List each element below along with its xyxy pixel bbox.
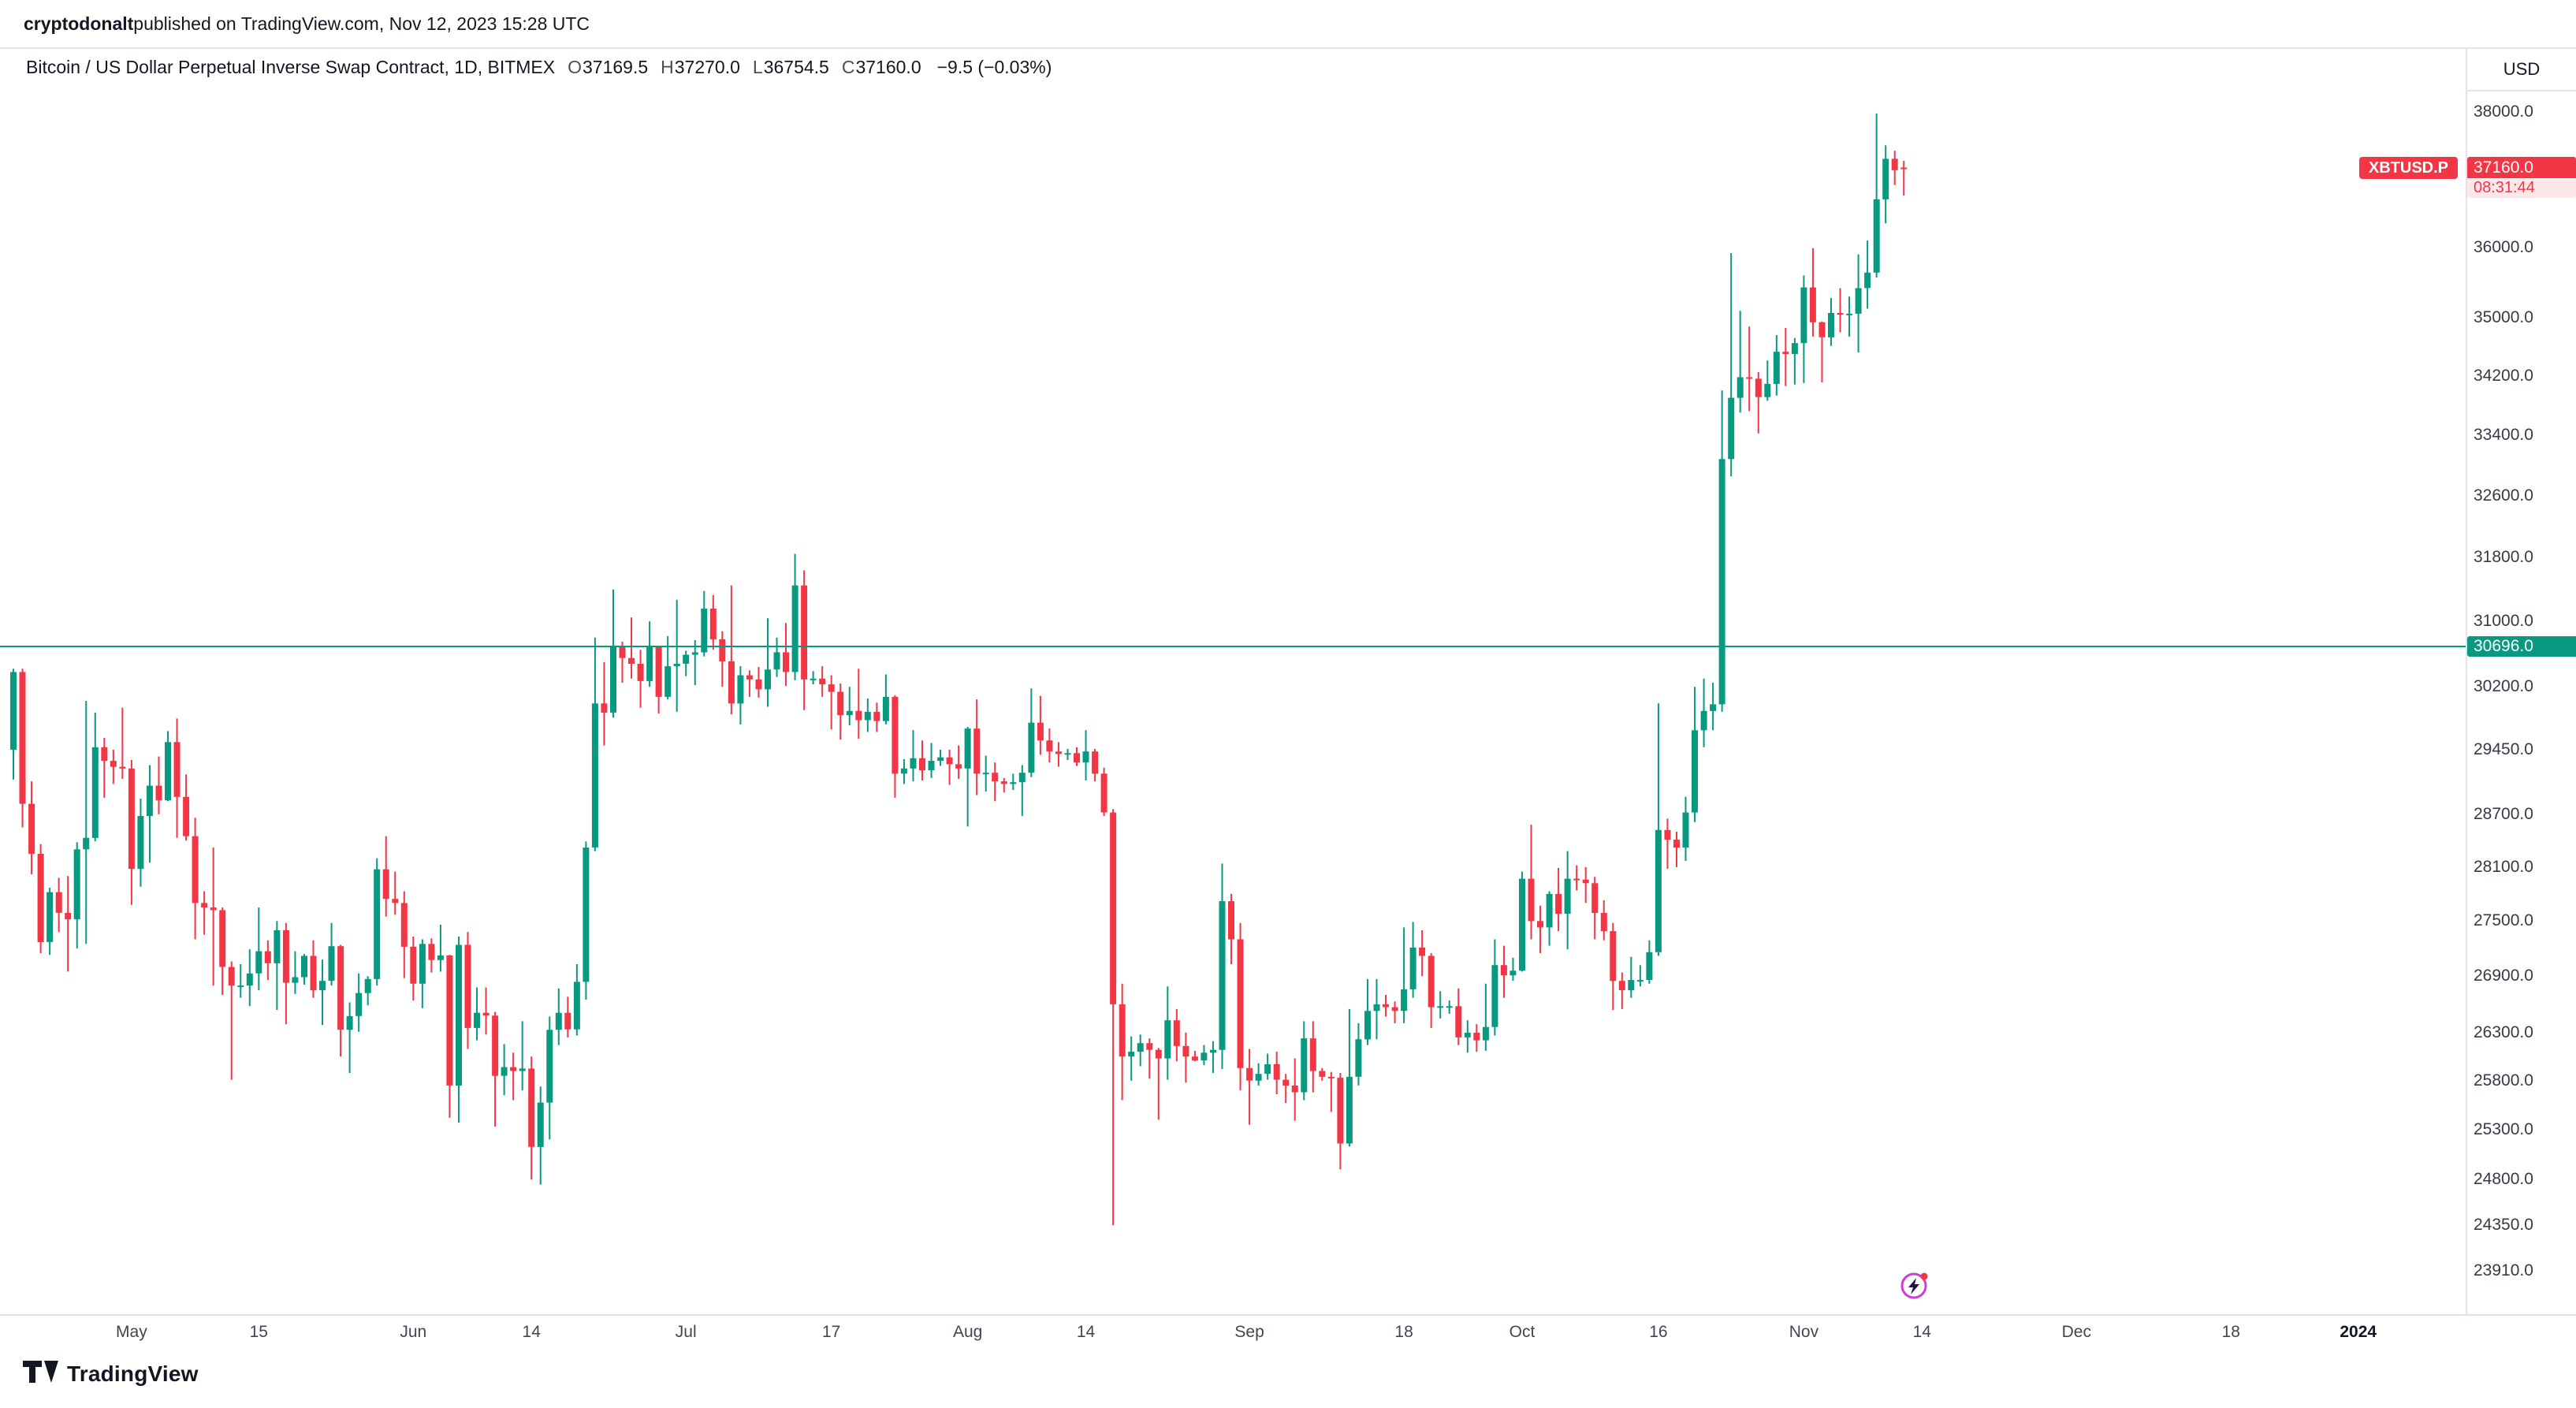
time-tick-label: May xyxy=(116,1323,147,1341)
lightning-event-icon[interactable] xyxy=(1898,1269,1931,1302)
attribution-bar: cryptodonalt published on TradingView.co… xyxy=(0,0,2576,49)
ohlc-open: O 37169.5 xyxy=(568,57,649,77)
time-tick-label: Nov xyxy=(1789,1323,1819,1341)
price-tick-label: 24350.0 xyxy=(2474,1216,2533,1235)
time-tick-label: Jul xyxy=(675,1323,697,1341)
candles-group xyxy=(10,114,1908,1226)
candlestick-chart[interactable] xyxy=(0,47,2466,1314)
time-tick-label: 15 xyxy=(249,1323,268,1341)
currency-label[interactable]: USD xyxy=(2467,49,2576,91)
time-tick-label: Aug xyxy=(952,1323,983,1341)
price-tick-label: 24800.0 xyxy=(2474,1170,2533,1189)
notification-dot xyxy=(1920,1272,1928,1280)
price-tick-label: 28100.0 xyxy=(2474,857,2533,876)
price-tick-label: 31000.0 xyxy=(2474,612,2533,631)
ohlc-close: C 37160.0 xyxy=(841,57,921,77)
price-tick-label: 31800.0 xyxy=(2474,548,2533,567)
time-tick-label: 18 xyxy=(2221,1323,2240,1341)
level-axis-badge: 30696.0 xyxy=(2467,635,2576,657)
ohlc-low: L 36754.5 xyxy=(752,57,829,77)
footer-brand: TradingView xyxy=(23,1361,199,1387)
price-tick-label: 30200.0 xyxy=(2474,677,2533,696)
event-circle xyxy=(1900,1272,1927,1299)
time-tick-label: 18 xyxy=(1394,1323,1413,1341)
author-name: cryptodonalt xyxy=(24,13,134,34)
time-tick-label: Oct xyxy=(1509,1323,1536,1341)
last-price-axis-badge: 37160.0 08:31:44 xyxy=(2467,157,2576,199)
time-tick-label: 2024 xyxy=(2340,1323,2377,1341)
price-tick-label: 25300.0 xyxy=(2474,1119,2533,1138)
price-tick-label: 34200.0 xyxy=(2474,366,2533,385)
price-tick-label: 26900.0 xyxy=(2474,967,2533,985)
price-change: −9.5 (−0.03%) xyxy=(936,57,1052,77)
last-price-value: 37160.0 xyxy=(2467,157,2576,179)
time-tick-label: 17 xyxy=(822,1323,841,1341)
horizontal-level-line[interactable] xyxy=(0,645,2466,647)
bolt-icon xyxy=(1908,1278,1919,1294)
symbol-title: Bitcoin / US Dollar Perpetual Inverse Sw… xyxy=(26,57,556,77)
ohlc-high: H 37270.0 xyxy=(661,57,740,77)
attribution-text: published on TradingView.com, Nov 12, 20… xyxy=(133,13,590,34)
time-tick-label: 14 xyxy=(1076,1323,1096,1341)
time-axis-divider xyxy=(0,1314,2576,1316)
price-tick-label: 29450.0 xyxy=(2474,740,2533,759)
time-tick-label: Sep xyxy=(1234,1323,1264,1341)
price-tick-label: 32600.0 xyxy=(2474,486,2533,505)
price-tick-label: 33400.0 xyxy=(2474,425,2533,444)
price-tick-label: 23910.0 xyxy=(2474,1261,2533,1280)
price-tick-label: 28700.0 xyxy=(2474,804,2533,823)
tradingview-wordmark[interactable]: TradingView xyxy=(67,1361,199,1386)
price-tick-label: 25800.0 xyxy=(2474,1071,2533,1090)
bar-countdown: 08:31:44 xyxy=(2467,178,2576,199)
price-tick-label: 26300.0 xyxy=(2474,1022,2533,1041)
symbol-price-badge: XBTUSD.P xyxy=(2358,157,2458,180)
time-tick-label: Jun xyxy=(400,1323,427,1341)
time-tick-label: Dec xyxy=(2061,1323,2091,1341)
time-tick-label: 14 xyxy=(1912,1323,1931,1341)
price-tick-label: 35000.0 xyxy=(2474,308,2533,327)
price-tick-label: 38000.0 xyxy=(2474,102,2533,121)
tradingview-logo-icon[interactable] xyxy=(23,1361,59,1387)
time-tick-label: 16 xyxy=(1649,1323,1668,1341)
time-tick-label: 14 xyxy=(522,1323,541,1341)
price-tick-label: 27500.0 xyxy=(2474,911,2533,930)
price-tick-label: 36000.0 xyxy=(2474,237,2533,256)
chart-legend[interactable]: Bitcoin / US Dollar Perpetual Inverse Sw… xyxy=(26,57,1052,78)
price-axis-divider xyxy=(2466,47,2467,1314)
